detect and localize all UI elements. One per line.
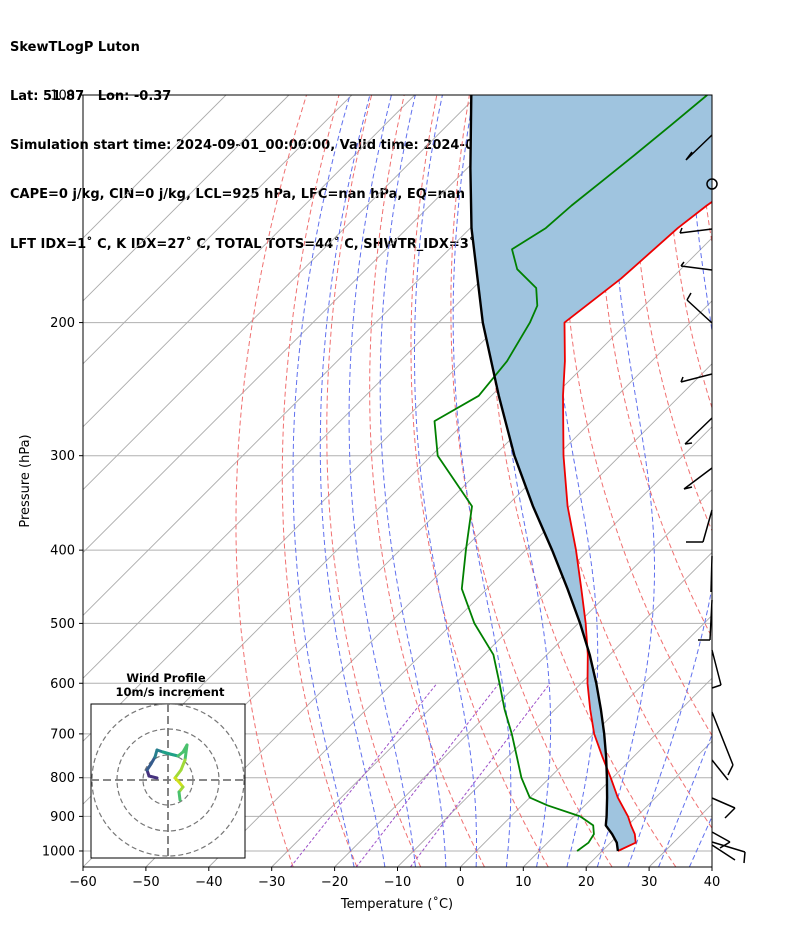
- wind-barb: [711, 759, 729, 781]
- wind-barb: [680, 373, 713, 383]
- x-tick-label: −60: [69, 875, 96, 890]
- hodograph-trace: [183, 743, 189, 762]
- moist-adiabat-line: [292, 95, 355, 867]
- x-tick-label: 30: [641, 875, 658, 890]
- isotherm-line: [83, 95, 541, 554]
- moist-adiabat-line: [414, 95, 477, 867]
- moist-adiabat-line: [783, 95, 794, 867]
- isotherm-line: [83, 95, 290, 302]
- isotherm-line: [397, 551, 712, 867]
- y-tick-label: 500: [50, 617, 75, 632]
- isotherm-line: [83, 95, 478, 491]
- moist-adiabat-line: [452, 95, 512, 867]
- isotherm-line: [271, 426, 712, 867]
- moist-adiabat-line: [752, 95, 794, 867]
- wind-barb: [680, 261, 713, 271]
- mixing-ratio-line: [409, 682, 551, 867]
- wind-barb: [711, 841, 746, 864]
- isotherm-line: [334, 488, 712, 867]
- wind-barb: [686, 292, 713, 324]
- y-tick-label: 800: [50, 771, 75, 786]
- hodograph-trace: [177, 790, 182, 802]
- x-tick-label: −20: [321, 875, 348, 890]
- y-tick-label: 1000: [42, 844, 75, 859]
- mixing-ratio-line: [290, 682, 438, 867]
- dry-adiabat-line: [450, 95, 613, 867]
- location-line: Lat: 51.87 Lon: -0.37: [10, 89, 172, 105]
- y-tick-label: 300: [50, 449, 75, 464]
- moist-adiabat-line: [319, 95, 386, 867]
- isotherm-line: [83, 95, 416, 428]
- y-tick-label: 700: [50, 727, 75, 742]
- wind-barb: [710, 555, 713, 593]
- dry-adiabat-line: [410, 95, 549, 867]
- isotherm-line: [83, 95, 353, 365]
- mixing-ratio-line: [355, 682, 500, 867]
- x-tick-label: −40: [195, 875, 222, 890]
- x-tick-label: −30: [258, 875, 285, 890]
- moist-adiabat-line: [379, 95, 447, 867]
- dry-adiabat-line: [369, 95, 485, 867]
- cin-cape-shading: [470, 95, 712, 851]
- parcel-line: [469, 95, 620, 852]
- dry-adiabat-line: [763, 95, 794, 867]
- x-tick-label: 0: [456, 875, 464, 890]
- isotherm-line: [711, 866, 712, 867]
- dry-adiabat-line: [562, 95, 712, 737]
- x-tick-label: 10: [515, 875, 532, 890]
- x-axis-label: Temperature (˚C): [340, 896, 453, 912]
- dewpoint-line: [433, 95, 708, 852]
- moist-adiabat-line: [627, 95, 712, 867]
- calm-wind-marker: [706, 178, 718, 190]
- dry-adiabat-line: [730, 95, 794, 867]
- isotherm-line: [83, 95, 227, 239]
- x-tick-label: −50: [132, 875, 159, 890]
- wind-barb: [711, 649, 722, 689]
- dry-adiabat-line: [597, 95, 712, 639]
- wind-barb: [685, 134, 713, 161]
- wind-barb: [711, 711, 734, 776]
- x-tick-label: 40: [704, 875, 721, 890]
- wind-barb: [711, 831, 731, 849]
- isotherm-line: [460, 614, 712, 867]
- moist-adiabat-line: [720, 95, 794, 867]
- wind-barb: [711, 797, 736, 819]
- wind-barb: [684, 417, 713, 445]
- chart-title: SkewTLogP Luton: [10, 39, 140, 55]
- wind-barb: [686, 509, 713, 543]
- wind-barb: [698, 599, 713, 641]
- isotherm-line: [522, 677, 712, 867]
- y-tick-label: 100: [50, 89, 75, 104]
- y-tick-label: 900: [50, 810, 75, 825]
- dry-adiabat-line: [235, 95, 307, 867]
- temperature-line: [562, 200, 712, 852]
- moist-adiabat-line: [549, 95, 599, 867]
- isotherm-line: [208, 363, 712, 867]
- hodograph-subtitle: 10m/s increment: [116, 685, 225, 699]
- y-tick-label: 400: [50, 544, 75, 559]
- hodograph-trace: [173, 768, 183, 780]
- moist-adiabat-line: [348, 95, 416, 867]
- hodograph-title: Wind Profile: [126, 671, 206, 685]
- dry-adiabat-line: [488, 95, 677, 867]
- y-tick-label: 200: [50, 316, 75, 331]
- hodograph-ring: [91, 704, 245, 857]
- dry-adiabat-line: [281, 95, 358, 867]
- wind-barb: [679, 227, 713, 234]
- hodograph-trace: [179, 758, 187, 772]
- moist-adiabat-line: [658, 733, 712, 867]
- x-tick-label: −10: [384, 875, 411, 890]
- x-tick-label: 20: [578, 875, 595, 890]
- y-tick-label: 600: [50, 677, 75, 692]
- wind-barb: [683, 467, 713, 490]
- y-axis-label: Pressure (hPa): [18, 434, 33, 527]
